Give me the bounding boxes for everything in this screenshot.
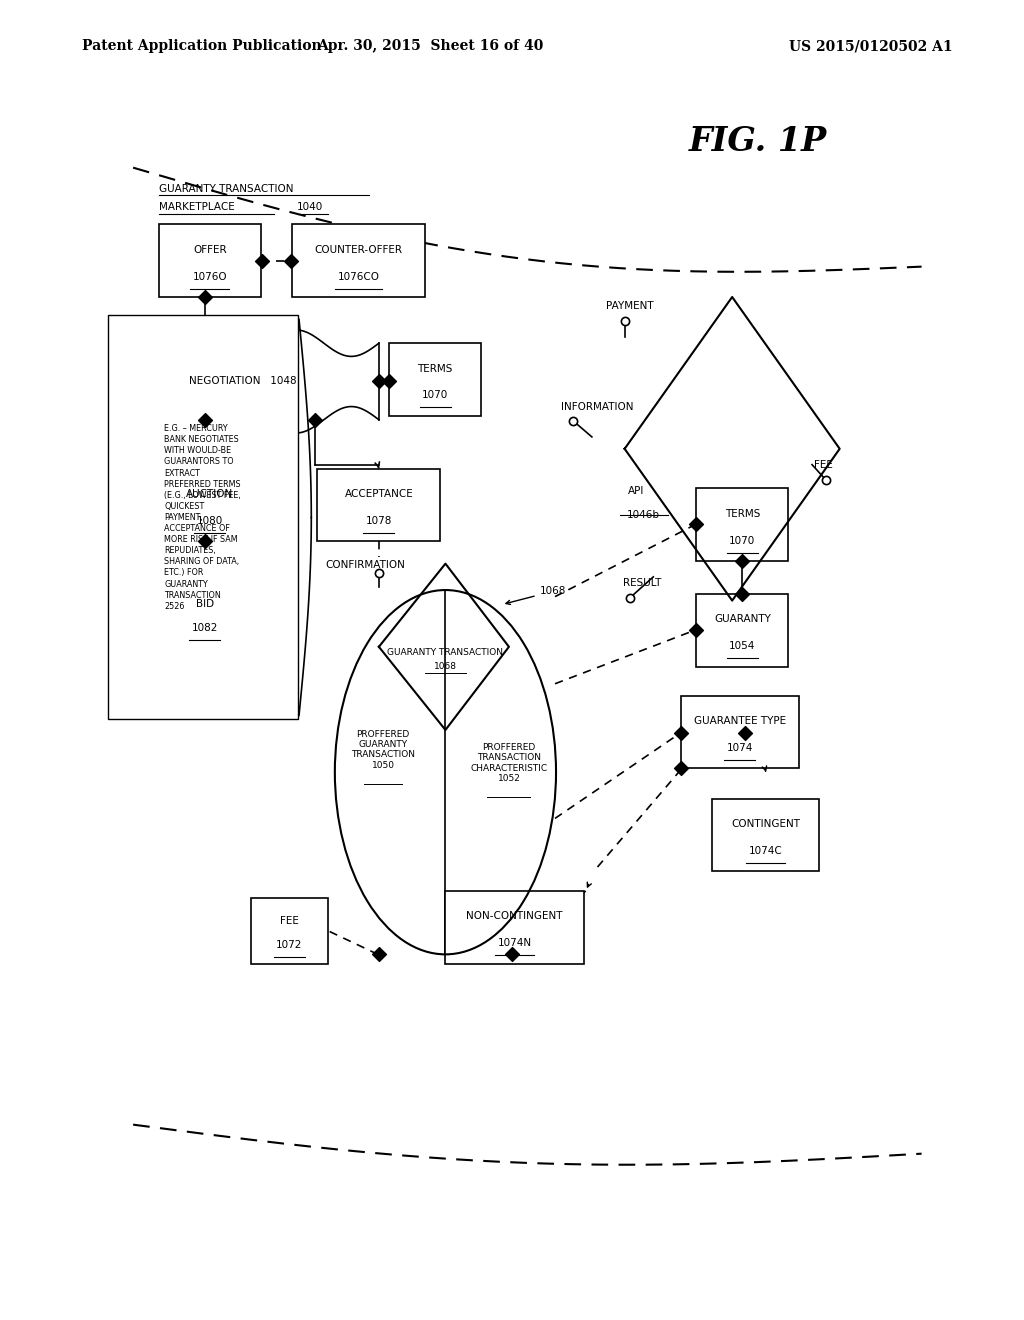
- Text: Apr. 30, 2015  Sheet 16 of 40: Apr. 30, 2015 Sheet 16 of 40: [316, 40, 544, 53]
- Text: FIG. 1P: FIG. 1P: [688, 125, 827, 158]
- Text: OFFER: OFFER: [194, 244, 226, 255]
- Point: [307, 409, 324, 430]
- Text: PROFFERED
GUARANTY
TRANSACTION
1050: PROFFERED GUARANTY TRANSACTION 1050: [351, 730, 415, 770]
- Text: 1068: 1068: [434, 663, 457, 671]
- Point: [734, 550, 751, 572]
- Text: 1046b: 1046b: [627, 510, 659, 520]
- Text: GUARANTY TRANSACTION: GUARANTY TRANSACTION: [159, 183, 293, 194]
- Text: GUARANTY TRANSACTION: GUARANTY TRANSACTION: [387, 648, 504, 656]
- Text: 1078: 1078: [366, 516, 392, 525]
- Text: FEE: FEE: [280, 916, 299, 925]
- Point: [371, 562, 387, 583]
- Point: [737, 722, 754, 743]
- FancyBboxPatch shape: [696, 594, 788, 667]
- FancyBboxPatch shape: [159, 469, 261, 541]
- Point: [504, 944, 520, 965]
- FancyBboxPatch shape: [108, 315, 298, 719]
- Point: [371, 371, 387, 392]
- Point: [673, 758, 689, 779]
- Point: [381, 371, 397, 392]
- Text: BID: BID: [196, 599, 214, 609]
- Point: [622, 587, 638, 609]
- Text: ACCEPTANCE: ACCEPTANCE: [344, 488, 414, 499]
- Text: API: API: [628, 486, 644, 496]
- Text: NON-CONTINGENT: NON-CONTINGENT: [466, 911, 563, 921]
- FancyBboxPatch shape: [389, 343, 481, 416]
- Text: GUARANTY: GUARANTY: [714, 614, 771, 624]
- Text: INFORMATION: INFORMATION: [561, 401, 634, 412]
- Text: US 2015/0120502 A1: US 2015/0120502 A1: [788, 40, 952, 53]
- Point: [565, 411, 582, 432]
- FancyBboxPatch shape: [292, 224, 425, 297]
- Point: [616, 310, 633, 331]
- Text: 1074N: 1074N: [498, 939, 531, 948]
- Text: E.G. – MERCURY
BANK NEGOTIATES
WITH WOULD-BE
GUARANTORS TO
EXTRACT
PREFERRED TER: E.G. – MERCURY BANK NEGOTIATES WITH WOUL…: [165, 424, 241, 611]
- Text: NEGOTIATION   1048: NEGOTIATION 1048: [188, 376, 296, 387]
- Text: PROFFERED
TRANSACTION
CHARACTERISTIC
1052: PROFFERED TRANSACTION CHARACTERISTIC 105…: [470, 743, 548, 783]
- FancyBboxPatch shape: [681, 696, 799, 768]
- FancyBboxPatch shape: [696, 488, 788, 561]
- Point: [254, 251, 270, 272]
- Text: 1072: 1072: [276, 940, 302, 950]
- Text: 1040: 1040: [297, 202, 324, 213]
- Text: 1076O: 1076O: [193, 272, 227, 281]
- Text: 1054: 1054: [729, 642, 756, 651]
- Text: 1070: 1070: [422, 391, 449, 400]
- Text: 1076CO: 1076CO: [337, 272, 380, 281]
- FancyBboxPatch shape: [159, 224, 261, 297]
- Point: [197, 409, 213, 430]
- Text: CONFIRMATION: CONFIRMATION: [326, 560, 406, 570]
- Point: [283, 251, 299, 272]
- Text: MARKETPLACE: MARKETPLACE: [159, 202, 234, 213]
- Text: 1068: 1068: [506, 586, 566, 605]
- Text: 1074: 1074: [727, 743, 753, 752]
- FancyBboxPatch shape: [445, 891, 584, 964]
- Point: [818, 470, 835, 491]
- Text: TERMS: TERMS: [418, 363, 453, 374]
- Point: [734, 583, 751, 605]
- Text: COUNTER-OFFER: COUNTER-OFFER: [314, 244, 402, 255]
- Text: FEE: FEE: [814, 459, 833, 470]
- Point: [197, 531, 213, 552]
- FancyBboxPatch shape: [159, 581, 251, 647]
- Text: Patent Application Publication: Patent Application Publication: [82, 40, 322, 53]
- Text: RESULT: RESULT: [623, 578, 660, 589]
- Point: [197, 286, 213, 308]
- Text: AUCTION: AUCTION: [186, 488, 233, 499]
- Point: [688, 513, 705, 535]
- Text: 1080: 1080: [197, 516, 223, 525]
- Point: [371, 944, 387, 965]
- FancyBboxPatch shape: [251, 898, 328, 964]
- FancyBboxPatch shape: [712, 799, 819, 871]
- Text: TERMS: TERMS: [725, 508, 760, 519]
- Point: [688, 619, 705, 640]
- Text: 1082: 1082: [191, 623, 218, 634]
- Text: 1070: 1070: [729, 536, 756, 545]
- Text: PAYMENT: PAYMENT: [606, 301, 654, 312]
- Text: GUARANTEE TYPE: GUARANTEE TYPE: [694, 715, 785, 726]
- Text: 1074C: 1074C: [749, 846, 782, 855]
- FancyBboxPatch shape: [317, 469, 440, 541]
- Text: CONTINGENT: CONTINGENT: [731, 818, 800, 829]
- Point: [673, 722, 689, 743]
